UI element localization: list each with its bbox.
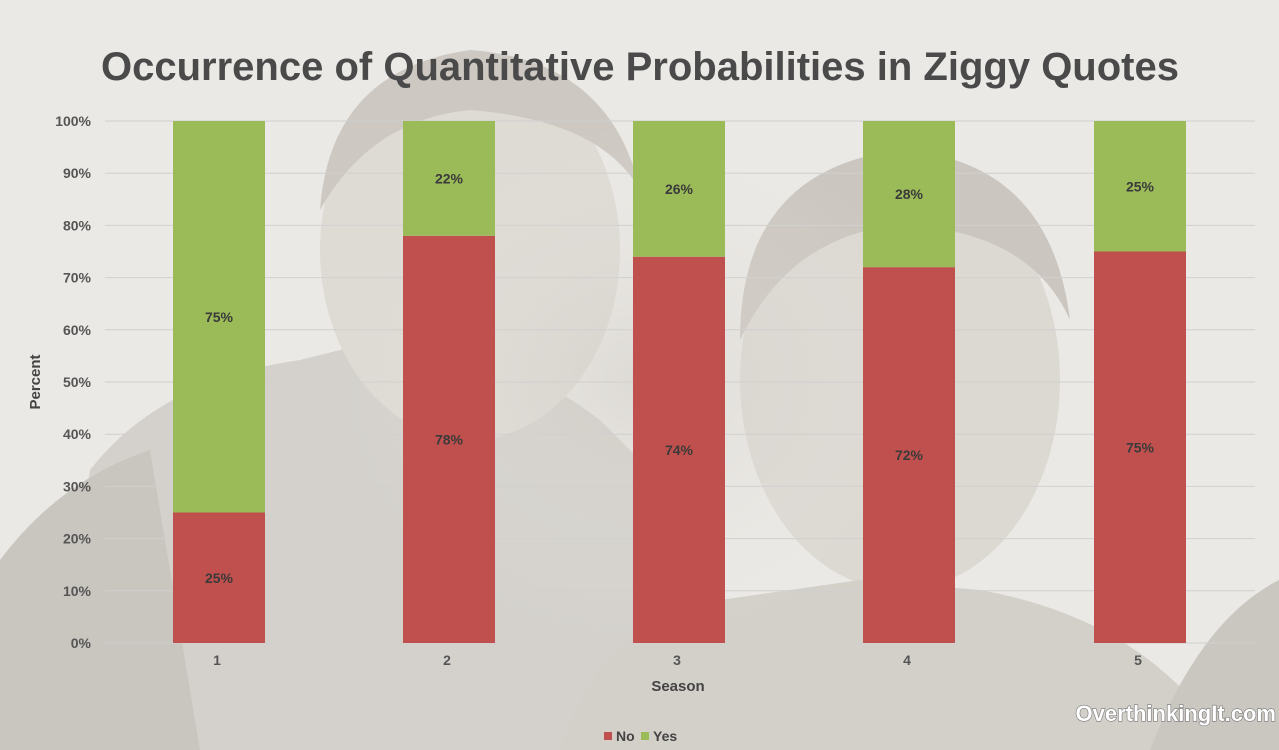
bar-yes-season-2 xyxy=(403,121,495,236)
bar-yes-season-5 xyxy=(1094,121,1186,252)
data-label-no-season-1: 25% xyxy=(205,570,234,586)
bar-no-season-4 xyxy=(863,267,955,643)
bar-yes-season-1 xyxy=(173,121,265,513)
y-tick-label: 20% xyxy=(63,531,92,547)
bar-no-season-3 xyxy=(633,256,725,643)
watermark: OverthinkingIt.com xyxy=(1076,701,1276,726)
legend-swatch-no xyxy=(604,732,612,740)
data-label-yes-season-1: 75% xyxy=(205,309,234,325)
chart-title: Occurrence of Quantitative Probabilities… xyxy=(101,45,1179,89)
bar-no-season-5 xyxy=(1094,251,1186,643)
y-tick-label: 70% xyxy=(63,270,92,286)
y-tick-label: 40% xyxy=(63,426,92,442)
legend-swatch-yes xyxy=(641,732,649,740)
y-tick-label: 100% xyxy=(55,113,91,129)
bar-no-season-1 xyxy=(173,512,265,643)
legend: No Yes xyxy=(604,728,677,744)
data-labels: 25% 75% 78% 22% 74% 26% 72% 28% 75% 25% xyxy=(205,170,1155,585)
y-tick-label: 10% xyxy=(63,583,92,599)
y-tick-label: 80% xyxy=(63,217,92,233)
y-axis-ticks: 0% 10% 20% 30% 40% 50% 60% 70% 80% 90% 100% xyxy=(55,113,91,651)
x-axis-ticks: 1 2 3 4 5 xyxy=(213,652,1142,668)
data-label-yes-season-4: 28% xyxy=(895,186,924,202)
y-tick-label: 50% xyxy=(63,374,92,390)
bars xyxy=(173,121,1186,643)
data-label-no-season-4: 72% xyxy=(895,447,924,463)
x-tick-label: 3 xyxy=(673,652,681,668)
x-tick-label: 5 xyxy=(1134,652,1142,668)
x-axis-title: Season xyxy=(651,678,704,695)
y-tick-label: 90% xyxy=(63,165,92,181)
y-axis-title: Percent xyxy=(27,354,44,409)
data-label-no-season-2: 78% xyxy=(435,431,464,447)
data-label-yes-season-3: 26% xyxy=(665,181,694,197)
y-tick-label: 30% xyxy=(63,478,92,494)
legend-label-yes: Yes xyxy=(653,728,677,744)
x-tick-label: 4 xyxy=(903,652,911,668)
x-tick-label: 2 xyxy=(443,652,451,668)
data-label-yes-season-2: 22% xyxy=(435,170,464,186)
x-tick-label: 1 xyxy=(213,652,221,668)
bar-yes-season-3 xyxy=(633,121,725,257)
data-label-no-season-5: 75% xyxy=(1126,439,1155,455)
y-tick-label: 0% xyxy=(71,635,92,651)
bar-no-season-2 xyxy=(403,235,495,643)
data-label-yes-season-5: 25% xyxy=(1126,178,1155,194)
data-label-no-season-3: 74% xyxy=(665,442,694,458)
legend-label-no: No xyxy=(616,728,635,744)
y-tick-label: 60% xyxy=(63,322,92,338)
bar-yes-season-4 xyxy=(863,121,955,268)
